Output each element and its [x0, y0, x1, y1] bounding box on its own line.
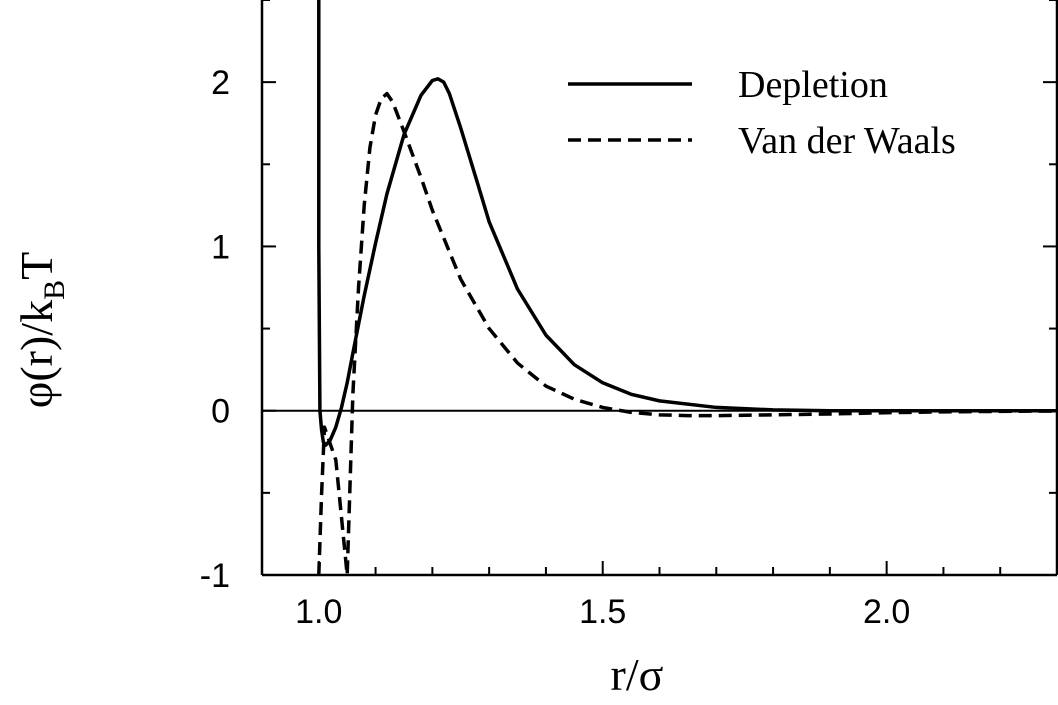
series-line-0 — [317, 0, 1057, 447]
x-tick-label: 1.5 — [579, 593, 626, 631]
x-tick-label: 1.0 — [295, 593, 342, 631]
y-tick-label: 1 — [211, 228, 230, 266]
y-axis-title-tail: T — [11, 252, 62, 280]
y-tick-label: 2 — [211, 64, 230, 102]
y-axis-title-main: φ(r)/k — [11, 300, 62, 408]
y-axis-title: φ(r)/kBT — [11, 252, 71, 408]
series-line-1 — [317, 91, 1057, 575]
axis-layer: 1.0 1.5 2.0 -1 0 1 2 — [200, 0, 1058, 631]
y-axis-title-subscript: B — [38, 280, 71, 300]
x-axis-title: r/σ — [611, 649, 664, 700]
legend-label-1: Van der Waals — [738, 120, 956, 162]
series-group — [317, 0, 1057, 575]
svg-text:φ(r)/kBT: φ(r)/kBT — [11, 252, 71, 408]
x-tick-label: 2.0 — [863, 593, 910, 631]
legend-label-0: Depletion — [738, 64, 888, 106]
legend: Depletion Van der Waals — [568, 64, 956, 162]
y-tick-label: -1 — [200, 557, 230, 595]
y-tick-label: 0 — [211, 393, 230, 431]
plot-layer — [262, 0, 1057, 575]
